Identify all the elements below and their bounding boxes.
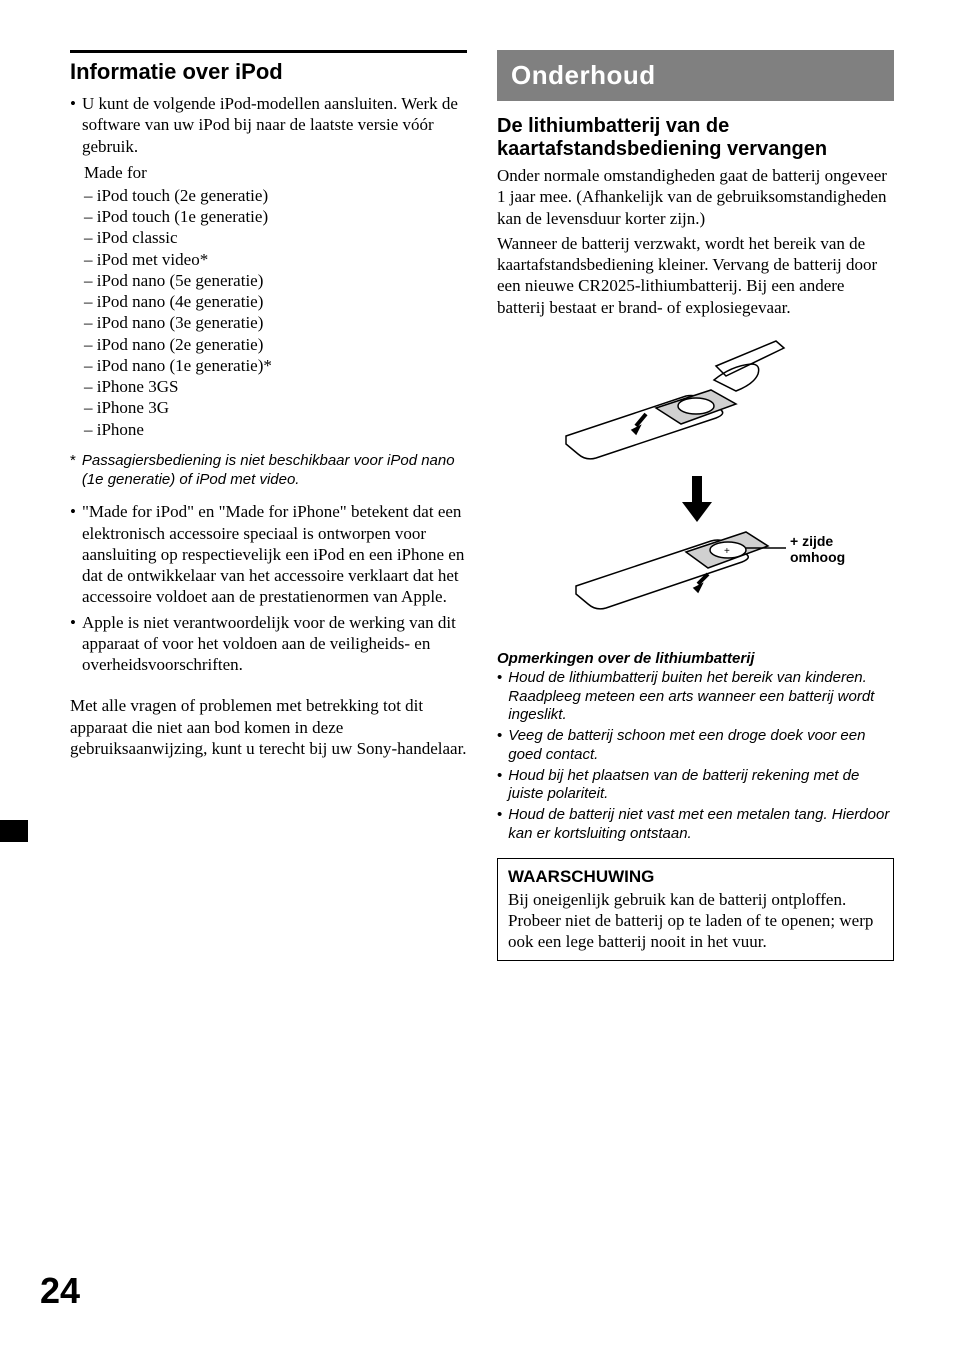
- bullet-dot: •: [70, 501, 76, 607]
- list-item: • "Made for iPod" en "Made for iPhone" b…: [70, 501, 467, 607]
- list-item: iPod nano (2e generatie): [84, 334, 467, 355]
- battery-figure: + + zijde omhoog: [497, 336, 894, 636]
- warning-title: WAARSCHUWING: [508, 867, 883, 887]
- bullet-text: "Made for iPod" en "Made for iPhone" bet…: [82, 501, 467, 607]
- down-arrow-icon: [682, 476, 712, 522]
- list-item: •Houd de batterij niet vast met een meta…: [497, 806, 894, 844]
- two-column-layout: Informatie over iPod • U kunt de volgend…: [70, 50, 894, 961]
- ipod-model-list: iPod touch (2e generatie) iPod touch (1e…: [84, 185, 467, 440]
- list-item: iPod nano (3e generatie): [84, 312, 467, 333]
- list-item: iPod touch (1e generatie): [84, 206, 467, 227]
- list-item: iPhone 3G: [84, 397, 467, 418]
- list-item: iPod met video*: [84, 249, 467, 270]
- battery-para-1: Onder normale omstandigheden gaat de bat…: [497, 165, 894, 229]
- list-item: iPod nano (5e generatie): [84, 270, 467, 291]
- info-bullets: • "Made for iPod" en "Made for iPhone" b…: [70, 501, 467, 675]
- section-banner-onderhoud: Onderhoud: [497, 50, 894, 101]
- battery-para-2: Wanneer de batterij verzwakt, wordt het …: [497, 233, 894, 318]
- bullet-dot: •: [497, 806, 502, 844]
- list-item: iPhone: [84, 419, 467, 440]
- intro-bullet: • U kunt de volgende iPod-modellen aansl…: [70, 93, 467, 157]
- battery-replacement-illustration: + + zijde omhoog: [536, 336, 856, 636]
- list-item: •Houd de lithiumbatterij buiten het bere…: [497, 669, 894, 725]
- note-text: Veeg de batterij schoon met een droge do…: [508, 727, 894, 765]
- bullet-text: Apple is niet verantwoordelijk voor de w…: [82, 612, 467, 676]
- note-text: Houd de lithiumbatterij buiten het berei…: [508, 669, 894, 725]
- column-right: Onderhoud De lithiumbatterij van de kaar…: [497, 50, 894, 961]
- battery-notes-list: •Houd de lithiumbatterij buiten het bere…: [497, 669, 894, 844]
- column-left: Informatie over iPod • U kunt de volgend…: [70, 50, 467, 961]
- bullet-dot: •: [497, 727, 502, 765]
- list-item: • Apple is niet verantwoordelijk voor de…: [70, 612, 467, 676]
- page-number: 24: [40, 1270, 80, 1312]
- section-rule: [70, 50, 467, 53]
- battery-subhead: De lithiumbatterij van de kaartafstandsb…: [497, 115, 894, 161]
- closing-paragraph: Met alle vragen of problemen met betrekk…: [70, 695, 467, 759]
- note-text: Houd bij het plaatsen van de batterij re…: [508, 767, 894, 805]
- list-item: iPod classic: [84, 227, 467, 248]
- figure-label-line1: + zijde: [790, 533, 833, 549]
- made-for-label: Made for: [84, 163, 467, 183]
- note-text: Houd de batterij niet vast met een metal…: [508, 806, 894, 844]
- bullet-dot: •: [70, 612, 76, 676]
- bullet-dot: •: [70, 93, 76, 157]
- list-item: iPod nano (1e generatie)*: [84, 355, 467, 376]
- list-item: iPod touch (2e generatie): [84, 185, 467, 206]
- svg-text:+: +: [724, 546, 730, 557]
- list-item: •Houd bij het plaatsen van de batterij r…: [497, 767, 894, 805]
- notes-heading: Opmerkingen over de lithiumbatterij: [497, 650, 894, 667]
- footnote: * Passagiersbediening is niet beschikbaa…: [70, 452, 467, 490]
- warning-box: WAARSCHUWING Bij oneigenlijk gebruik kan…: [497, 858, 894, 962]
- list-item: •Veeg de batterij schoon met een droge d…: [497, 727, 894, 765]
- section-title-ipod: Informatie over iPod: [70, 59, 467, 85]
- intro-text: U kunt de volgende iPod-modellen aanslui…: [82, 93, 467, 157]
- warning-body-1: Bij oneigenlijk gebruik kan de batterij …: [508, 889, 883, 910]
- list-item: iPod nano (4e generatie): [84, 291, 467, 312]
- figure-label-line2: omhoog: [790, 549, 845, 565]
- bullet-dot: •: [497, 669, 502, 725]
- bullet-dot: •: [497, 767, 502, 805]
- footnote-text: Passagiersbediening is niet beschikbaar …: [82, 452, 467, 490]
- side-tab: [0, 820, 28, 842]
- warning-body-2: Probeer niet de batterij op te laden of …: [508, 910, 883, 953]
- footnote-marker: *: [70, 452, 76, 490]
- list-item: iPhone 3GS: [84, 376, 467, 397]
